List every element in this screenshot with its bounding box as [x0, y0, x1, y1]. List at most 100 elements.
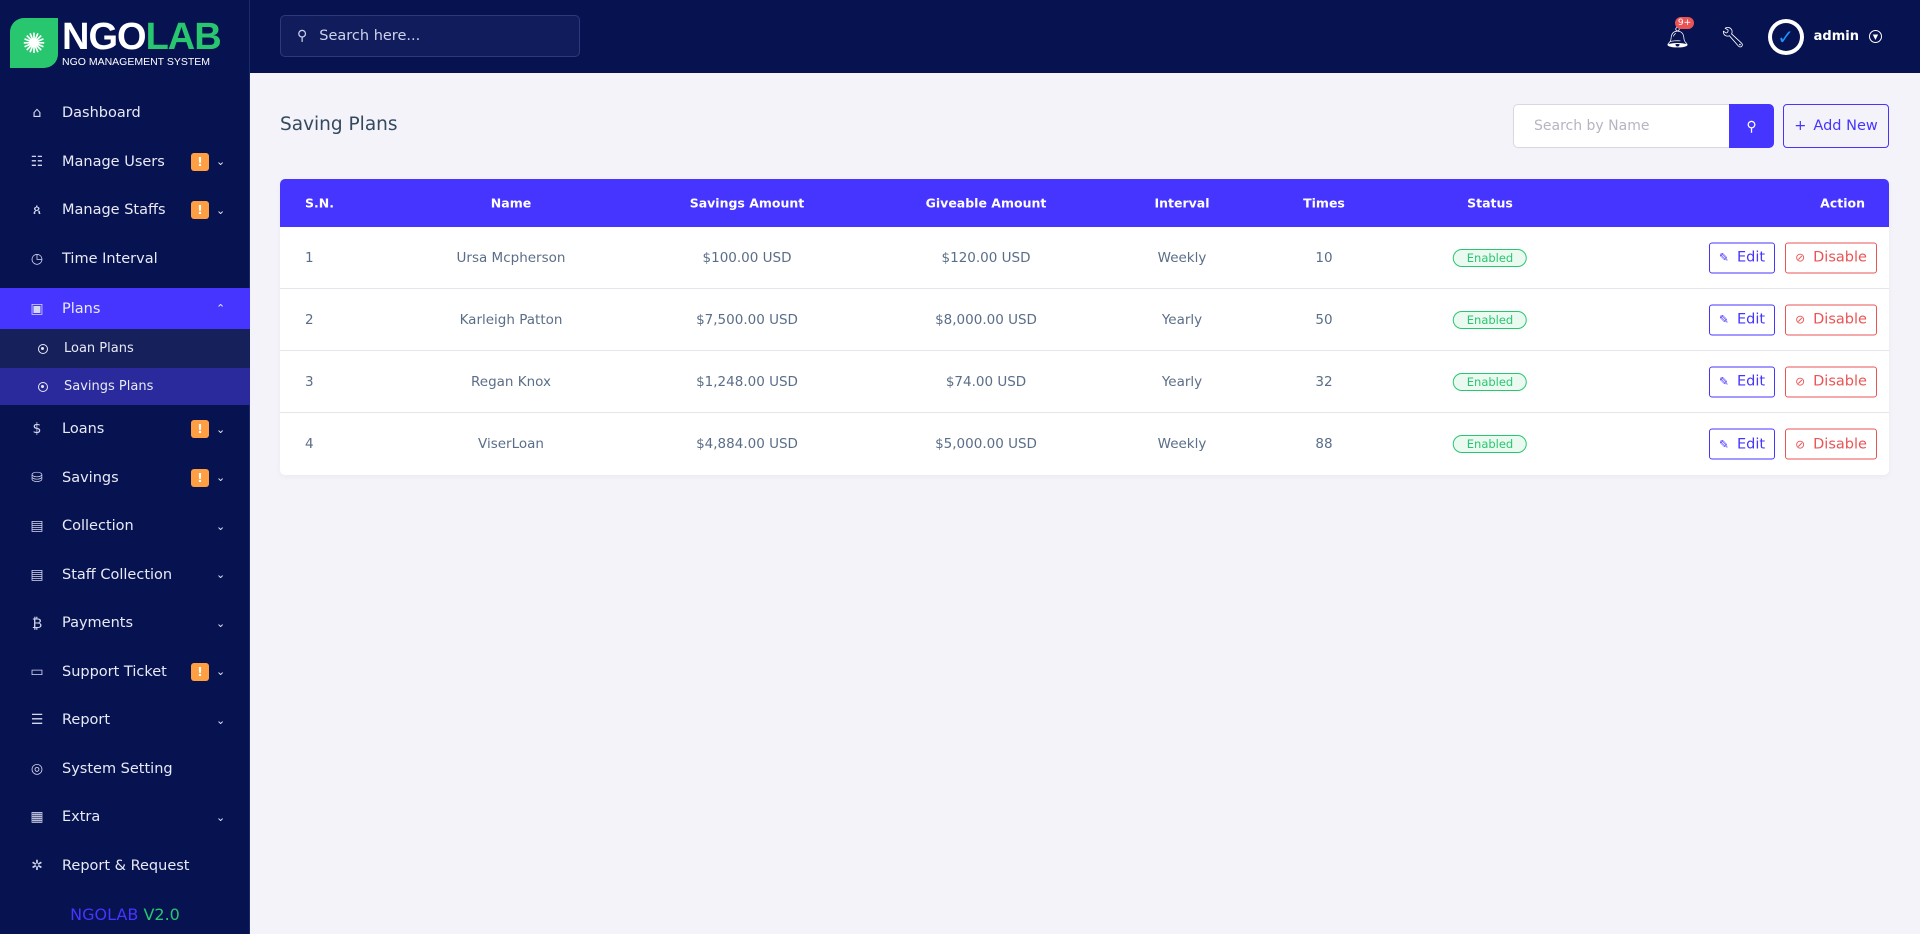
- sidebar-item-extra[interactable]: ▦ Extra ⌄: [0, 793, 250, 842]
- edit-button[interactable]: ✎ Edit: [1709, 428, 1775, 460]
- ticket-icon: ▭: [30, 663, 44, 680]
- chevron-down-icon[interactable]: ⌄: [216, 519, 226, 533]
- edit-label: Edit: [1736, 373, 1766, 390]
- chevron-down-icon[interactable]: ⌄: [216, 471, 226, 485]
- sidebar-item-system-setting[interactable]: ◎ System Setting: [0, 745, 250, 794]
- bell-icon: 🔔︎: [1664, 24, 1691, 49]
- chevron-down-icon[interactable]: ⌄: [216, 665, 226, 679]
- cell-times: 10: [1315, 249, 1333, 266]
- sidebar-item-collection[interactable]: ▤ Collection ⌄: [0, 502, 250, 551]
- chevron-down-icon[interactable]: ⌄: [216, 422, 226, 436]
- sidebar-subitem-label: Savings Plans: [64, 379, 154, 394]
- chevron-down-icon[interactable]: ⌄: [216, 616, 226, 630]
- add-new-button[interactable]: + Add New: [1783, 104, 1889, 148]
- chevron-down-icon[interactable]: ⌄: [216, 713, 226, 727]
- alert-badge: !: [191, 152, 209, 171]
- avatar[interactable]: ✓: [1767, 18, 1804, 55]
- sidebar-item-label: Dashboard: [62, 105, 141, 122]
- table-body: 1 Ursa Mcpherson $100.00 USD $120.00 USD Wee…: [280, 227, 1889, 475]
- column-header-name: Name: [490, 195, 532, 211]
- table-header: S.N. Name Savings Amount Giveable Amount Int…: [280, 179, 1889, 227]
- search-by-name-input[interactable]: [1513, 104, 1729, 148]
- user-name[interactable]: admin: [1813, 29, 1859, 44]
- disable-button[interactable]: ⊘ Disable: [1785, 366, 1877, 397]
- notification-button[interactable]: 🔔︎ 9+: [1664, 16, 1695, 49]
- sidebar-item-label: System Setting: [62, 760, 173, 777]
- table-row: 3 Regan Knox $1,248.00 USD $74.00 USD Yearly…: [280, 351, 1889, 413]
- chevron-down-icon[interactable]: ▼: [1869, 30, 1882, 43]
- name-search-form: ⚲: [1513, 104, 1774, 148]
- sidebar-item-label: Collection: [62, 518, 134, 535]
- chevron-down-icon[interactable]: ⌄: [216, 810, 226, 824]
- disable-button[interactable]: ⊘ Disable: [1785, 242, 1877, 273]
- disable-button[interactable]: ⊘ Disable: [1785, 428, 1877, 460]
- topbar: ⚲ Search here... 🔔︎ 9+ 🔧︎ ✓ admin ▼: [250, 0, 1920, 73]
- eye-slash-icon: ⊘: [1795, 437, 1806, 451]
- sidebar-item-label: Manage Users: [62, 153, 165, 170]
- sidebar-item-report[interactable]: ☰ Report ⌄: [0, 696, 250, 745]
- sidebar-subitem-label: Loan Plans: [64, 341, 134, 356]
- users-icon: ☷: [30, 153, 44, 170]
- footer-brand: NGOLAB: [70, 905, 139, 924]
- table-row: 2 Karleigh Patton $7,500.00 USD $8,000.00 U…: [280, 289, 1889, 351]
- chevron-up-icon[interactable]: ⌃: [216, 302, 226, 315]
- sidebar-item-dashboard[interactable]: ⌂ Dashboard: [0, 89, 250, 138]
- sidebar-item-savings[interactable]: ⛁ Savings! ⌄: [0, 454, 250, 503]
- cell-savings: $4,884.00 USD: [696, 436, 798, 452]
- cell-name: Regan Knox: [470, 373, 552, 390]
- sidebar-item-label: Staff Collection: [62, 566, 173, 583]
- edit-button[interactable]: ✎ Edit: [1709, 366, 1775, 397]
- logo[interactable]: ✺ NGOLAB NGO MANAGEMENT SYSTEM: [10, 15, 222, 68]
- sidebar-item-manage-staffs[interactable]: ጰ Manage Staffs! ⌄: [0, 186, 250, 235]
- cell-giveable: $120.00 USD: [941, 249, 1031, 266]
- calculator-icon: ▤: [30, 518, 44, 535]
- cell-giveable: $74.00 USD: [945, 373, 1027, 390]
- settings-wrench-button[interactable]: 🔧︎: [1720, 25, 1745, 49]
- column-header-times: Times: [1303, 195, 1345, 211]
- sidebar-item-plans[interactable]: ▣ Plans ⌃: [0, 288, 250, 329]
- sidebar-item-support-ticket[interactable]: ▭ Support Ticket! ⌄: [0, 648, 250, 697]
- sidebar-item-manage-users[interactable]: ☷ Manage Users! ⌄: [0, 138, 250, 187]
- column-header-giveable-amount: Giveable Amount: [925, 195, 1047, 211]
- lifebuoy-icon: ◎: [30, 760, 44, 777]
- eye-slash-icon: ⊘: [1795, 374, 1806, 389]
- chevron-down-icon[interactable]: ⌄: [216, 203, 226, 217]
- global-search[interactable]: ⚲ Search here...: [280, 15, 580, 57]
- search-button[interactable]: ⚲: [1729, 104, 1774, 148]
- sidebar-item-staff-collection[interactable]: ▤ Staff Collection ⌄: [0, 551, 250, 600]
- status-badge: Enabled: [1452, 310, 1528, 329]
- plans-icon: ▣: [30, 300, 44, 317]
- table-row: 1 Ursa Mcpherson $100.00 USD $120.00 USD Wee…: [280, 227, 1889, 289]
- chevron-down-icon[interactable]: ⌄: [216, 155, 226, 169]
- plus-icon: +: [1794, 118, 1807, 134]
- sidebar-item-loans[interactable]: $ Loans! ⌄: [0, 405, 250, 454]
- home-icon: ⌂: [32, 105, 42, 122]
- cell-interval: Weekly: [1157, 436, 1207, 452]
- sidebar-item-payments[interactable]: ₿ Payments ⌄: [0, 599, 250, 648]
- page-title: Saving Plans: [280, 114, 398, 135]
- cell-times: 88: [1315, 436, 1333, 452]
- disable-button[interactable]: ⊘ Disable: [1785, 304, 1877, 335]
- cell-name: Ursa Mcpherson: [456, 249, 566, 266]
- edit-label: Edit: [1736, 436, 1766, 452]
- sidebar-subitem-savings-plans[interactable]: Savings Plans: [0, 368, 250, 405]
- edit-label: Edit: [1736, 249, 1766, 266]
- invoice-icon: ₿: [31, 615, 43, 632]
- disable-label: Disable: [1813, 249, 1867, 266]
- pencil-icon: ✎: [1718, 437, 1729, 451]
- bug-icon: ✲: [31, 857, 43, 874]
- add-new-label: Add New: [1813, 118, 1878, 134]
- edit-button[interactable]: ✎ Edit: [1709, 304, 1775, 335]
- sidebar-item-label: Loans: [62, 421, 105, 438]
- logo-name-white: NGO: [62, 15, 147, 58]
- cell-sn: 2: [305, 311, 314, 328]
- chevron-down-icon[interactable]: ⌄: [216, 568, 226, 582]
- check-icon: ✓: [1771, 22, 1800, 51]
- status-badge: Enabled: [1452, 435, 1528, 453]
- sidebar-item-time-interval[interactable]: ◷ Time Interval: [0, 235, 250, 284]
- edit-button[interactable]: ✎ Edit: [1709, 242, 1775, 273]
- sidebar-subitem-loan-plans[interactable]: Loan Plans: [0, 329, 250, 368]
- sidebar-item-report-request[interactable]: ✲ Report & Request: [0, 842, 250, 891]
- sidebar-item-label: Payments: [62, 615, 134, 632]
- alert-badge: !: [191, 201, 209, 220]
